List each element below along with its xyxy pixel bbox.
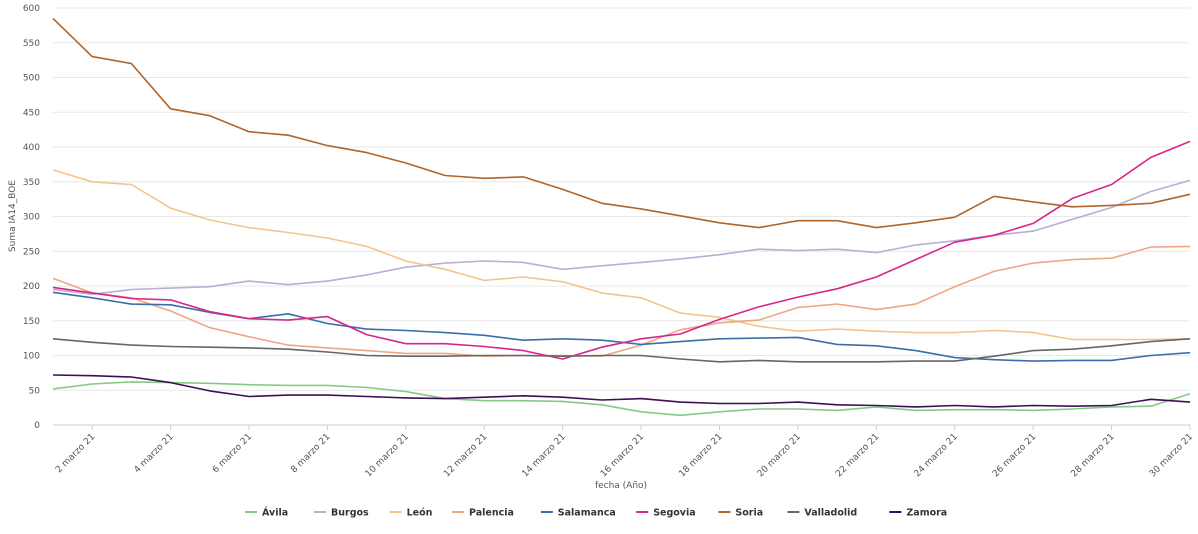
y-tick-label: 200 [23,282,40,292]
x-tick-label: 30 marzo 21 [1148,432,1195,479]
x-tick-label: 2 marzo 21 [54,432,97,475]
y-tick-label: 550 [23,39,40,49]
x-tick-label: 10 marzo 21 [364,432,411,479]
x-tick-label: 4 marzo 21 [133,432,176,475]
series-line-segovia [52,140,1191,360]
y-tick-label: 400 [23,143,40,153]
x-tick-label: 24 marzo 21 [913,432,960,479]
legend-label: Soria [735,508,763,519]
legend-item-zamora[interactable]: Zamora [889,508,947,519]
gridlines [53,7,1190,426]
x-tick-label: 22 marzo 21 [834,432,881,479]
legend-label: Burgos [331,508,369,519]
x-tick-label: 28 marzo 21 [1069,432,1116,479]
y-axis-title: Suma IA14_BOE [8,180,18,252]
legend-item-segovia[interactable]: Segovia [636,508,696,519]
legend-item-salamanca[interactable]: Salamanca [540,508,616,519]
x-tick-label: 16 marzo 21 [599,432,646,479]
series-line-zamora [52,374,1191,408]
y-tick-label: 600 [23,4,40,14]
legend-item-ávila[interactable]: Ávila [245,507,288,519]
y-tick-label: 350 [23,178,40,188]
legend-item-valladolid[interactable]: Valladolid [787,508,857,519]
y-tick-label: 100 [23,352,40,362]
x-tick-label: 8 marzo 21 [289,432,332,475]
legend-label: Valladolid [804,508,857,519]
x-axis-ticks: 2 marzo 21 4 marzo 21 6 marzo 21 8 marzo 21… [54,425,1195,479]
y-tick-label: 150 [23,317,40,327]
y-tick-label: 50 [29,386,41,396]
y-tick-label: 300 [23,213,40,223]
x-tick-label: 12 marzo 21 [442,432,489,479]
legend-item-soria[interactable]: Soria [718,508,763,519]
legend-label: Salamanca [558,508,616,519]
series-lines [52,17,1191,417]
legend-label: Palencia [469,508,514,519]
legend-item-burgos[interactable]: Burgos [314,508,369,519]
y-tick-label: 0 [34,421,40,431]
legend-label: León [407,508,433,519]
series-line-soria [52,17,1191,229]
series-line-valladolid [52,338,1191,363]
legend-label: Ávila [262,507,288,519]
series-line-burgos [52,179,1191,296]
y-tick-label: 450 [23,108,40,118]
x-tick-label: 6 marzo 21 [211,432,254,475]
x-tick-label: 20 marzo 21 [756,432,803,479]
x-tick-label: 18 marzo 21 [677,432,724,479]
legend-item-león[interactable]: León [389,508,433,519]
series-line-ávila [52,381,1191,417]
x-tick-label: 14 marzo 21 [521,432,568,479]
legend: Ávila Burgos León Palencia Salamanca Segovia S… [245,507,947,519]
series-line-león [52,169,1191,341]
x-tick-label: 26 marzo 21 [991,432,1038,479]
legend-label: Segovia [653,508,695,519]
x-axis-title: fecha (Año) [595,481,647,491]
legend-label: Zamora [906,508,947,519]
y-tick-label: 500 [23,74,40,84]
legend-item-palencia[interactable]: Palencia [452,508,514,519]
series-line-palencia [52,245,1191,358]
y-axis-ticks: 0 50 100 150 200 250 300 350 400 450 500 550 600 [23,4,40,431]
y-tick-label: 250 [23,247,40,257]
